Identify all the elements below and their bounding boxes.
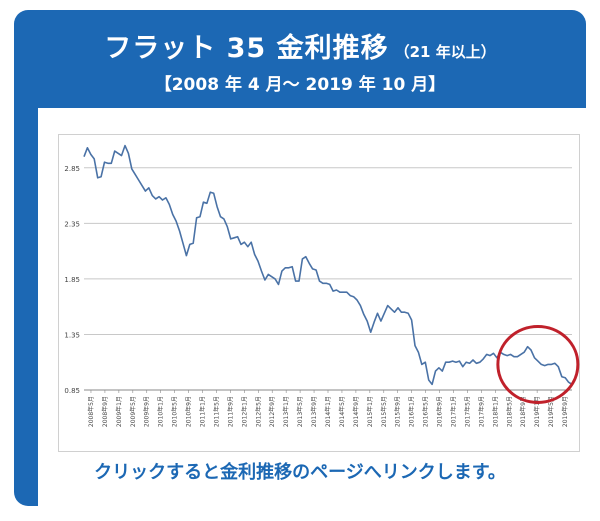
x-tick-label: 2010年9月 xyxy=(185,396,193,427)
x-tick-label: 2019年1月 xyxy=(533,396,541,427)
x-tick-label: 2018年1月 xyxy=(491,396,499,427)
y-tick-label: 1.35 xyxy=(64,331,80,339)
x-tick-label: 2014年9月 xyxy=(352,396,360,427)
x-tick-label: 2012年9月 xyxy=(268,396,276,427)
y-tick-label: 1.85 xyxy=(64,276,80,284)
highlight-circle xyxy=(496,324,580,404)
x-tick-label: 2013年1月 xyxy=(282,396,290,427)
x-tick-label: 2015年9月 xyxy=(394,396,402,427)
x-tick-label: 2010年5月 xyxy=(171,396,179,427)
x-tick-label: 2009年5月 xyxy=(129,396,137,427)
rate-history-link[interactable]: クリックすると金利推移のページへリンクします。 xyxy=(94,462,506,483)
x-tick-label: 2008年9月 xyxy=(101,396,109,427)
y-tick-label: 0.85 xyxy=(64,387,80,395)
y-tick-label: 2.85 xyxy=(64,165,80,173)
x-tick-label: 2011年5月 xyxy=(212,396,220,427)
x-tick-label: 2012年5月 xyxy=(254,396,262,427)
x-tick-label: 2017年9月 xyxy=(477,396,485,427)
title-main: フラット 35 金利推移 xyxy=(104,33,389,64)
x-tick-label: 2015年1月 xyxy=(366,396,374,427)
x-tick-label: 2012年1月 xyxy=(240,396,248,427)
x-tick-label: 2017年5月 xyxy=(463,396,471,427)
x-tick-label: 2015年5月 xyxy=(380,396,388,427)
x-tick-label: 2016年1月 xyxy=(408,396,416,427)
x-tick-label: 2014年5月 xyxy=(338,396,346,427)
chart-area: 0.85 1.35 1.85 2.35 2.85 2008年5月 2008年9月 2009年1… xyxy=(58,134,580,452)
interest-rate-line-chart: 0.85 1.35 1.85 2.35 2.85 2008年5月 2008年9月 2009年1… xyxy=(58,134,580,452)
title-suffix: （21 年以上） xyxy=(394,43,496,61)
chart-panel[interactable]: 0.85 1.35 1.85 2.35 2.85 2008年5月 2008年9月 2009年1… xyxy=(38,108,590,506)
x-tick-label: 2010年1月 xyxy=(157,396,165,427)
x-tick-label: 2009年9月 xyxy=(143,396,151,427)
y-tick-label: 2.35 xyxy=(64,220,80,228)
x-tick-label: 2011年9月 xyxy=(226,396,234,427)
rate-history-card[interactable]: フラット 35 金利推移 （21 年以上） 【2008 年 4 月～ 2019 年… xyxy=(14,10,590,506)
chart-frame xyxy=(58,134,580,452)
x-tick-label: 2008年5月 xyxy=(87,396,95,427)
x-tick-label: 2009年1月 xyxy=(115,396,123,427)
x-tick-label: 2018年5月 xyxy=(505,396,513,427)
x-tick-label: 2019年9月 xyxy=(561,396,569,427)
x-tick-label: 2016年9月 xyxy=(436,396,444,427)
x-tick-label: 2014年1月 xyxy=(324,396,332,427)
period-subtitle: 【2008 年 4 月～ 2019 年 10 月】 xyxy=(154,75,446,95)
x-tick-label: 2011年1月 xyxy=(199,396,207,427)
x-tick-label: 2016年5月 xyxy=(422,396,430,427)
x-tick-label: 2013年5月 xyxy=(296,396,304,427)
x-tick-label: 2019年5月 xyxy=(547,396,555,427)
x-tick-label: 2013年9月 xyxy=(310,396,318,427)
page-title: フラット 35 金利推移 （21 年以上） xyxy=(14,26,586,65)
series-line xyxy=(83,144,573,386)
x-tick-label: 2017年1月 xyxy=(449,396,457,427)
x-tick-label: 2018年9月 xyxy=(519,396,527,427)
